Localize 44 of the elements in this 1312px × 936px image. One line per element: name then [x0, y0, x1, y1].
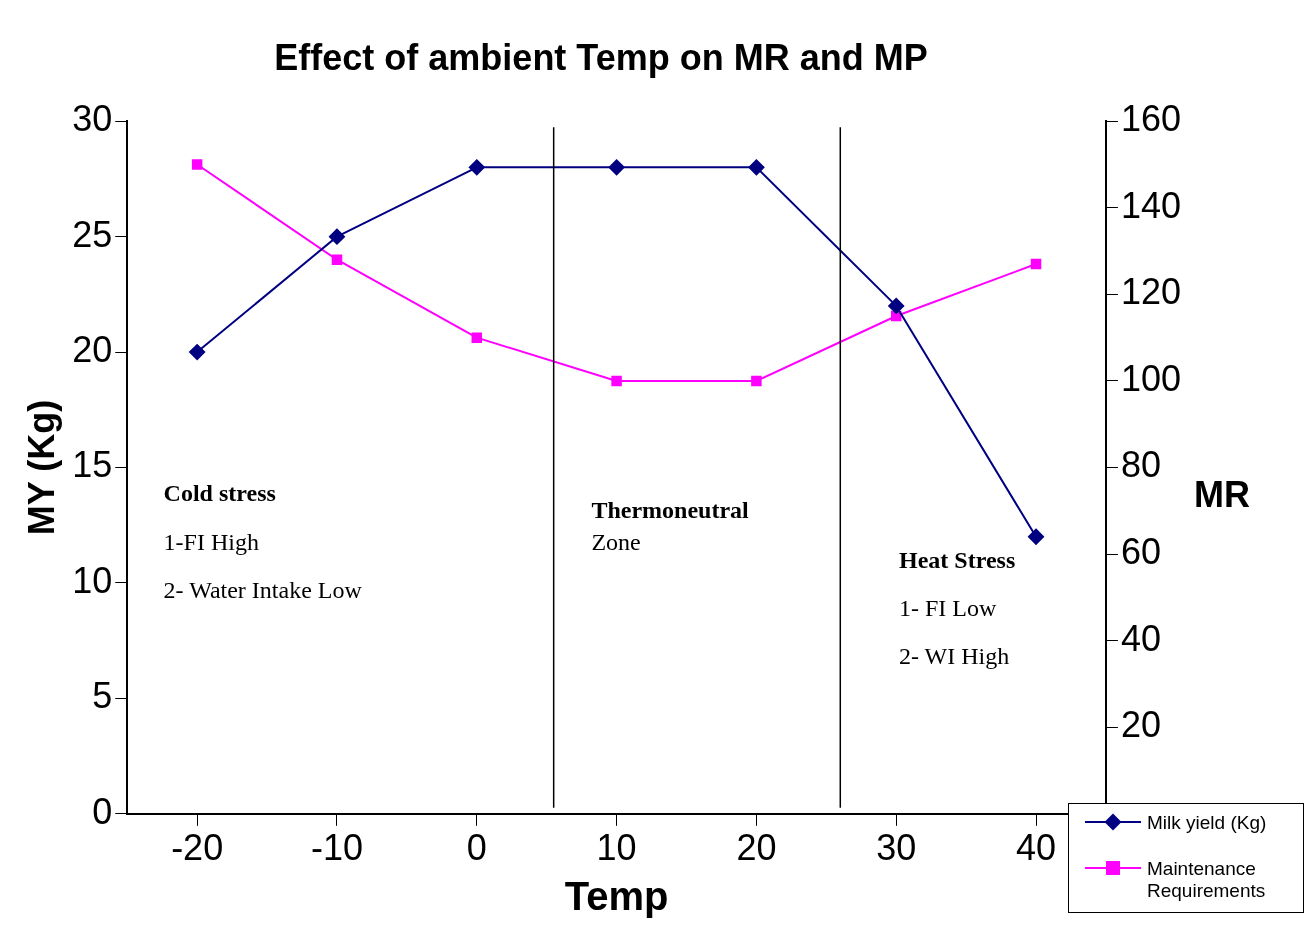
y2-tick-label: 80: [1120, 444, 1161, 486]
annotation: Thermoneutral Zone: [591, 496, 750, 555]
legend-label: Milk yield (Kg): [1147, 812, 1267, 834]
legend-label: Maintenance Requirements: [1147, 858, 1267, 902]
point: [751, 375, 762, 387]
y-tick-label: 0: [92, 790, 113, 832]
point: [189, 344, 206, 361]
y2-tick-label: 20: [1120, 704, 1161, 746]
annotation: Heat Stress 1- FI Low 2- WI High: [899, 547, 1016, 670]
y-tick-label: 30: [72, 98, 113, 140]
x-tick-label: -10: [310, 827, 363, 869]
y-tick-label: 10: [72, 559, 113, 601]
y-tick-label: 5: [92, 675, 113, 717]
y-axis-title: MY (Kg): [20, 399, 62, 536]
point: [748, 159, 765, 176]
y-tick-label: 25: [72, 213, 113, 255]
point: [1030, 258, 1042, 270]
y2-axis-title: MR: [1194, 474, 1250, 516]
y2-tick-label: 120: [1120, 271, 1182, 313]
y2-tick-label: 100: [1120, 357, 1182, 399]
x-tick-label: 30: [876, 827, 917, 869]
point: [611, 375, 622, 387]
chart-title: Effect of ambient Temp on MR and MP: [274, 36, 928, 78]
point: [888, 297, 905, 314]
point: [608, 159, 625, 176]
y2-tick-label: 140: [1120, 184, 1182, 226]
x-axis-title: Temp: [564, 874, 669, 919]
y-tick-label: 20: [72, 328, 113, 370]
point: [328, 228, 345, 245]
point: [331, 254, 343, 265]
y2-tick-label: 40: [1120, 617, 1161, 659]
y-tick-label: 15: [72, 444, 113, 486]
point: [471, 332, 483, 343]
x-tick-label: 40: [1016, 827, 1057, 869]
x-tick-label: 0: [466, 827, 487, 869]
x-tick-label: 20: [736, 827, 777, 869]
y2-tick-label: 160: [1120, 98, 1182, 140]
point: [468, 159, 485, 176]
x-tick-label: -20: [171, 827, 224, 869]
point: [191, 159, 203, 170]
y2-tick-label: 60: [1120, 531, 1161, 572]
point: [1028, 528, 1045, 545]
x-tick-label: 10: [596, 827, 637, 869]
annotation: Cold stress 1-FI High 2- Water Intake Low: [163, 480, 363, 603]
